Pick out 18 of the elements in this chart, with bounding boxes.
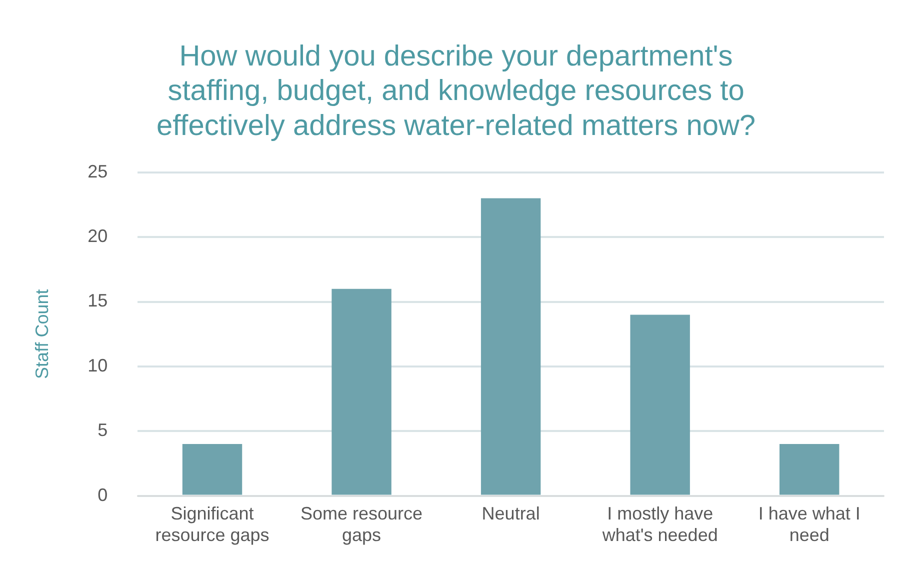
chart-title: How would you describe your department's staffing, budget, and knowledge resources to effectively address water-related matters now? [156,40,756,142]
x-tick-label: Neutral [482,504,540,524]
y-tick-label: 0 [98,484,108,505]
y-tick-label: 25 [88,161,108,182]
x-tick-label: I mostly have what's needed [601,504,718,546]
bar [480,198,541,495]
x-tick-label: Some resource gaps [300,504,423,546]
bar [630,314,690,495]
y-axis-title: Staff Count [32,289,52,379]
bar [332,288,392,495]
bar [182,444,242,495]
y-tick-label: 10 [88,355,108,376]
y-tick-label: 20 [88,226,108,246]
y-tick-label: 15 [88,290,108,311]
x-tick-label: I have what I need [758,504,860,546]
y-tick-label: 5 [98,420,108,440]
bar [780,444,840,495]
x-tick-label: Significant resource gaps [155,504,270,546]
